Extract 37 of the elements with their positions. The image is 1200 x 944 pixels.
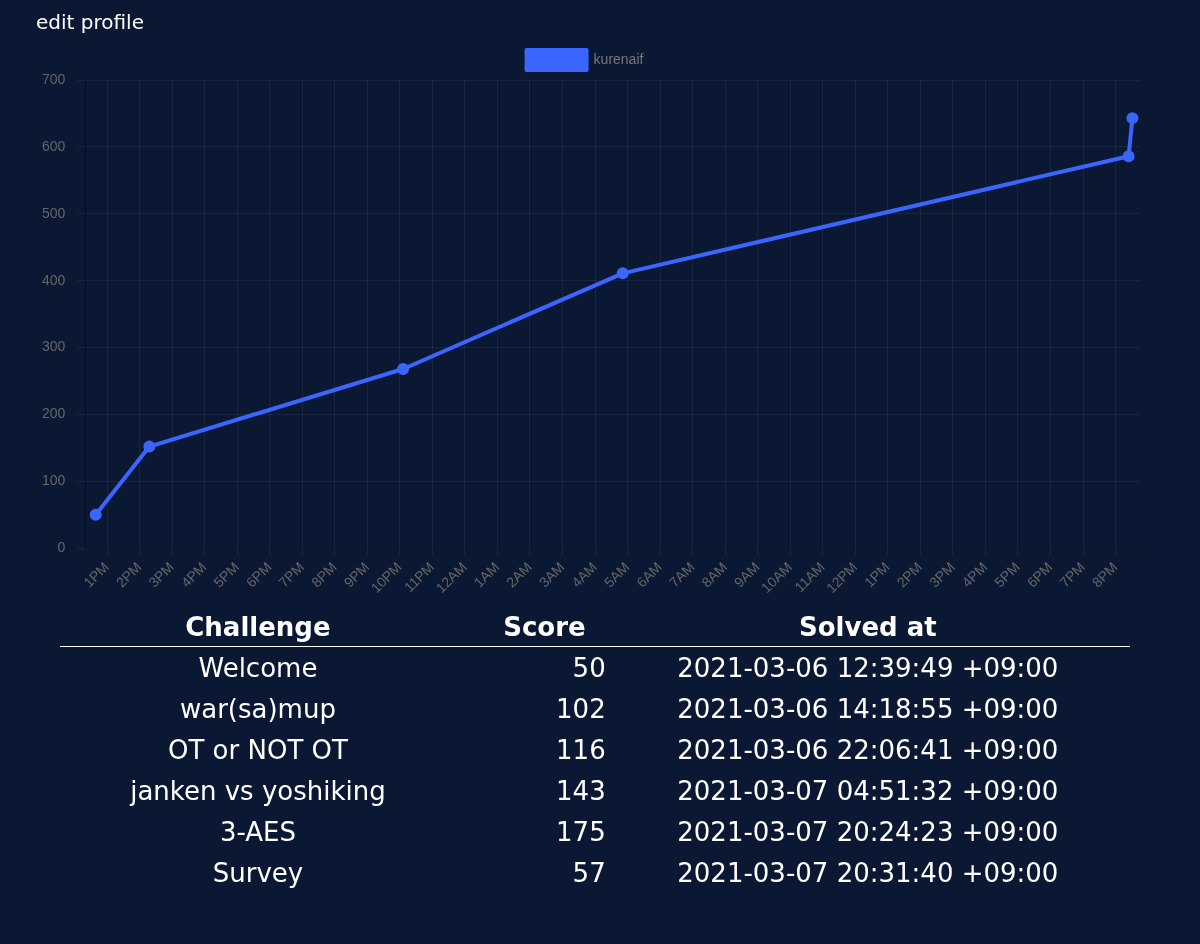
text: edit profile bbox=[36, 10, 144, 34]
y-tick-label: 700 bbox=[42, 70, 66, 87]
text: Challenge bbox=[60, 610, 456, 647]
y-tick-label: 400 bbox=[42, 271, 66, 288]
legend-label: kurenaif bbox=[593, 50, 644, 67]
y-tick-label: 600 bbox=[42, 137, 66, 154]
category-label: Survey bbox=[211, 857, 305, 890]
point bbox=[143, 440, 156, 453]
text: 2021-03-06 12:39:49 +09:00 bbox=[676, 652, 1060, 685]
data-label: 57 bbox=[571, 857, 606, 890]
data-label: 50 bbox=[571, 652, 606, 685]
text: 2021-03-06 22:06:41 +09:00 bbox=[676, 734, 1060, 767]
category-label: janken vs yoshiking bbox=[128, 775, 387, 808]
category-label: OT or NOT OT bbox=[167, 734, 349, 767]
y-tick-label: 500 bbox=[42, 204, 66, 221]
text: Solved at bbox=[605, 610, 1130, 647]
point bbox=[397, 362, 410, 375]
data-label: 143 bbox=[555, 775, 606, 808]
data-label: 175 bbox=[555, 816, 606, 849]
data-label: 102 bbox=[555, 693, 606, 726]
point bbox=[1122, 150, 1135, 163]
point bbox=[1126, 112, 1139, 125]
y-tick-label: 300 bbox=[42, 338, 66, 355]
data-label: 116 bbox=[555, 734, 606, 767]
text: 2021-03-06 14:18:55 +09:00 bbox=[676, 693, 1060, 726]
category-label: war(sa)mup bbox=[178, 693, 337, 726]
point bbox=[89, 508, 102, 521]
y-tick-label: 0 bbox=[57, 539, 66, 556]
text: 2021-03-07 20:31:40 +09:00 bbox=[676, 857, 1060, 890]
category-label: 3-AES bbox=[218, 816, 297, 849]
y-tick-label: 100 bbox=[42, 472, 66, 489]
text: 2021-03-07 20:24:23 +09:00 bbox=[676, 816, 1060, 849]
text: Score bbox=[455, 610, 606, 647]
point bbox=[616, 267, 629, 280]
text: 2021-03-07 04:51:32 +09:00 bbox=[676, 775, 1060, 808]
y-tick-label: 200 bbox=[42, 405, 66, 422]
category-label: Welcome bbox=[197, 652, 319, 685]
